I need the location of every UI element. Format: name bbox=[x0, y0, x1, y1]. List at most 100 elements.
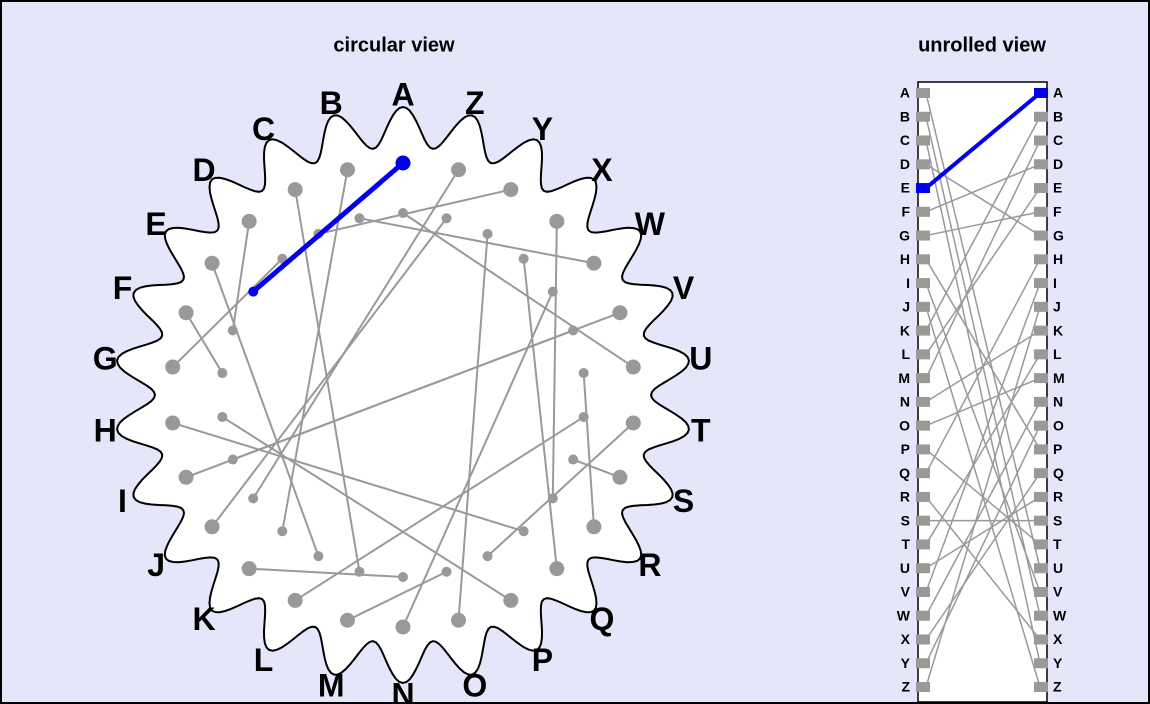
right-letter: Y bbox=[1053, 655, 1063, 671]
unrolled-wire bbox=[925, 472, 1041, 640]
left-contact bbox=[916, 586, 930, 597]
right-letter: V bbox=[1053, 584, 1063, 600]
circular-letter: W bbox=[635, 206, 666, 242]
circular-wire bbox=[457, 233, 489, 621]
left-letter: K bbox=[900, 322, 910, 338]
outer-contact bbox=[339, 612, 355, 628]
unrolled-wire bbox=[925, 140, 1041, 664]
circular-letter: J bbox=[147, 547, 165, 583]
outer-contact bbox=[395, 619, 411, 635]
left-letter: O bbox=[899, 417, 910, 433]
right-contact bbox=[1034, 658, 1048, 669]
outer-contact bbox=[165, 359, 181, 375]
inner-contact bbox=[248, 493, 259, 504]
unrolled-wire bbox=[925, 425, 1041, 664]
circular-letter: S bbox=[673, 483, 694, 519]
left-letter: G bbox=[899, 227, 910, 243]
left-contact bbox=[916, 135, 930, 146]
circular-wire bbox=[221, 416, 512, 602]
left-letter: S bbox=[901, 512, 910, 528]
circular-letter: R bbox=[638, 547, 661, 583]
inner-contact bbox=[482, 228, 493, 239]
outer-contact bbox=[451, 612, 467, 628]
unrolled-wire bbox=[925, 496, 1041, 569]
unrolled-wire bbox=[925, 306, 1041, 688]
circular-letter: Z bbox=[465, 85, 485, 121]
right-contact bbox=[1034, 444, 1048, 455]
circular-letter: Q bbox=[589, 601, 614, 637]
right-letter: Z bbox=[1053, 679, 1062, 695]
left-contact bbox=[916, 373, 930, 384]
circular-wire bbox=[318, 188, 512, 235]
right-contact bbox=[1034, 159, 1048, 170]
right-letter: T bbox=[1053, 536, 1062, 552]
outer-contact bbox=[395, 155, 411, 171]
right-letter: I bbox=[1053, 275, 1057, 291]
right-contact bbox=[1034, 396, 1048, 407]
left-letter: A bbox=[900, 85, 910, 101]
right-contact bbox=[1034, 183, 1048, 194]
outer-contact bbox=[586, 255, 602, 271]
right-letter: U bbox=[1053, 560, 1063, 576]
outer-contact bbox=[339, 162, 355, 178]
unrolled-wire bbox=[925, 211, 1041, 237]
circular-wire bbox=[252, 169, 460, 499]
left-contact bbox=[916, 491, 930, 502]
left-letter: J bbox=[902, 299, 910, 315]
left-contact bbox=[916, 634, 930, 645]
left-letter: M bbox=[898, 370, 910, 386]
circular-letter: K bbox=[193, 601, 216, 637]
circular-letter: U bbox=[689, 340, 712, 376]
right-letter: C bbox=[1053, 132, 1063, 148]
left-letter: U bbox=[900, 560, 910, 576]
circular-letter: D bbox=[193, 152, 216, 188]
right-contact bbox=[1034, 563, 1048, 574]
left-contact bbox=[916, 610, 930, 621]
right-contact bbox=[1034, 468, 1048, 479]
circular-letter: C bbox=[252, 111, 275, 147]
right-letter: N bbox=[1053, 394, 1063, 410]
left-contact bbox=[916, 206, 930, 217]
left-contact bbox=[916, 301, 930, 312]
left-contact bbox=[916, 159, 930, 170]
circular-wire bbox=[347, 570, 447, 622]
unrolled-wire bbox=[925, 496, 1041, 640]
outer-contact bbox=[625, 415, 641, 431]
left-contact bbox=[916, 349, 930, 360]
right-contact bbox=[1034, 349, 1048, 360]
outer-contact bbox=[549, 213, 565, 229]
left-contact bbox=[916, 230, 930, 241]
right-letter: P bbox=[1053, 441, 1062, 457]
left-letter: W bbox=[897, 607, 911, 623]
right-contact bbox=[1034, 586, 1048, 597]
right-contact bbox=[1034, 206, 1048, 217]
circular-letter: X bbox=[591, 152, 613, 188]
left-letter: C bbox=[900, 132, 910, 148]
left-contact bbox=[916, 420, 930, 431]
circular-letter: L bbox=[254, 642, 274, 678]
right-letter: R bbox=[1053, 489, 1063, 505]
right-contact bbox=[1034, 539, 1048, 550]
left-contact bbox=[916, 682, 930, 692]
inner-contact bbox=[547, 493, 558, 504]
left-letter: I bbox=[906, 275, 910, 291]
circular-wire bbox=[251, 161, 405, 294]
outer-contact bbox=[586, 519, 602, 535]
unrolled-title: unrolled view bbox=[918, 34, 1046, 56]
circular-wire bbox=[249, 567, 404, 578]
left-letter: N bbox=[900, 394, 910, 410]
left-contact bbox=[916, 88, 930, 98]
circular-wire bbox=[402, 212, 634, 368]
outer-contact bbox=[204, 255, 220, 271]
inner-contact bbox=[277, 526, 288, 537]
right-letter: Q bbox=[1053, 465, 1064, 481]
circular-wire bbox=[211, 217, 448, 528]
inner-contact bbox=[482, 551, 493, 562]
outer-contact bbox=[612, 469, 628, 485]
circular-title: circular view bbox=[333, 34, 455, 56]
outer-contact bbox=[204, 519, 220, 535]
inner-contact bbox=[398, 572, 408, 582]
left-letter: H bbox=[900, 251, 910, 267]
right-contact bbox=[1034, 515, 1048, 526]
right-letter: S bbox=[1053, 512, 1062, 528]
